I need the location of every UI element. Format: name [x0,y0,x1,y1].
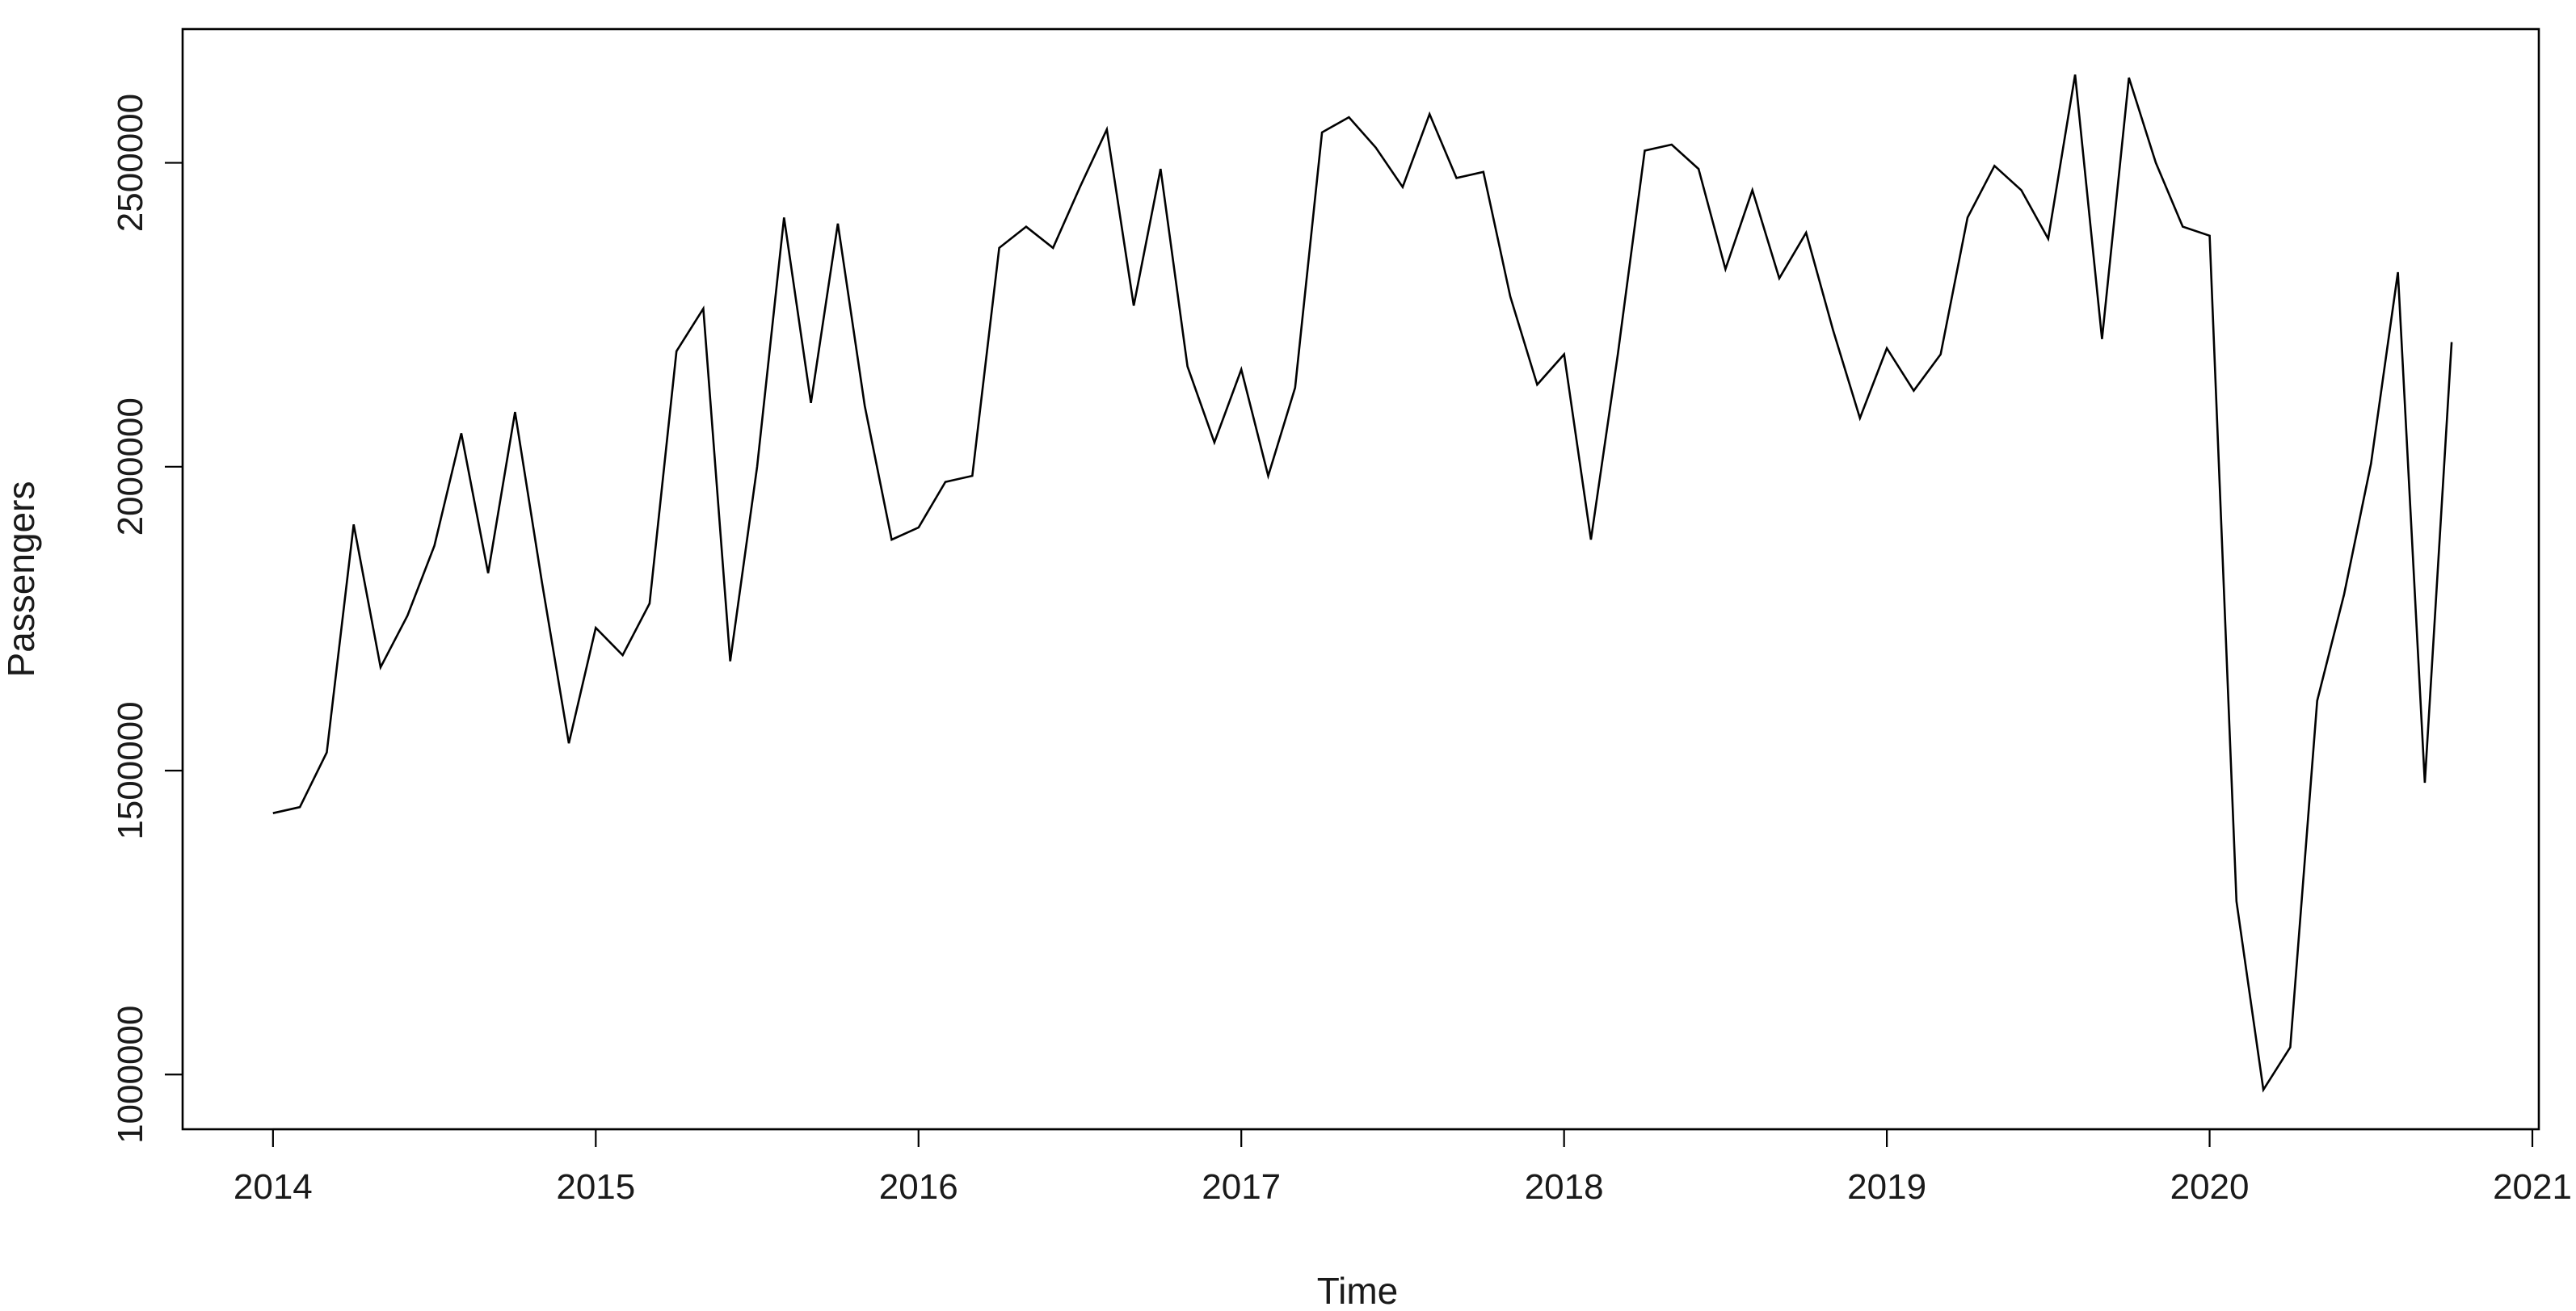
y-tick-label: 1500000 [111,701,150,839]
passengers-series-line [272,74,2453,1093]
x-tick-label: 2015 [556,1167,635,1207]
x-tick-label: 2021 [2493,1167,2572,1207]
x-axis-ticks: 2014 2015 2016 2017 2018 2019 2020 2021 [234,1129,2572,1207]
x-tick-label: 2016 [879,1167,958,1207]
y-tick-label: 2000000 [111,397,150,536]
plot-frame [181,27,2540,1131]
x-tick-label: 2019 [1847,1167,1926,1207]
x-axis-title: Time [1317,1270,1399,1311]
x-tick-label: 2020 [2170,1167,2250,1207]
x-tick-label: 2017 [1202,1167,1281,1207]
y-axis-title: Passengers [0,481,42,678]
x-tick-label: 2014 [234,1167,313,1207]
x-tick-label: 2018 [1525,1167,1604,1207]
y-axis-ticks: 1000000 1500000 2000000 2500000 [111,94,183,1144]
y-tick-label: 1000000 [111,1006,150,1144]
y-tick-label: 2500000 [111,94,150,232]
